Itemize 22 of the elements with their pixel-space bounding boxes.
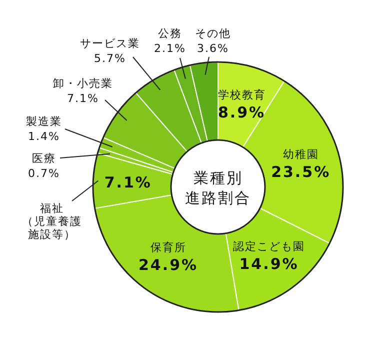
data-label: 0.7% [28, 167, 60, 180]
data-label: 7.1% [104, 173, 152, 192]
slice-label: サービス業 [80, 37, 140, 50]
data-label: 3.6% [197, 42, 229, 55]
slice-label: 医療 [32, 152, 56, 165]
data-label: 5.7% [94, 52, 126, 65]
data-label: 7.1% [67, 92, 99, 105]
slice-label: 認定こども園 [233, 240, 306, 254]
slice-label: 卸・小売業 [53, 77, 113, 90]
text: 業種別進路割合 [185, 169, 251, 207]
slice-label: 保育所 [150, 241, 186, 254]
slice-label: 福祉（児童養護施設等） [22, 202, 82, 241]
slice-label: その他 [195, 27, 231, 40]
data-label: 1.4% [28, 130, 60, 143]
data-label: 24.9% [138, 256, 198, 274]
slice-label: 製造業 [26, 115, 62, 128]
slice-label: 幼稚園 [282, 148, 319, 161]
data-label: 14.9% [239, 255, 299, 274]
data-label: 8.9% [218, 103, 266, 122]
data-label: 23.5% [271, 162, 331, 181]
slice-label: 公務 [158, 27, 182, 40]
data-label: 2.1% [154, 42, 186, 55]
